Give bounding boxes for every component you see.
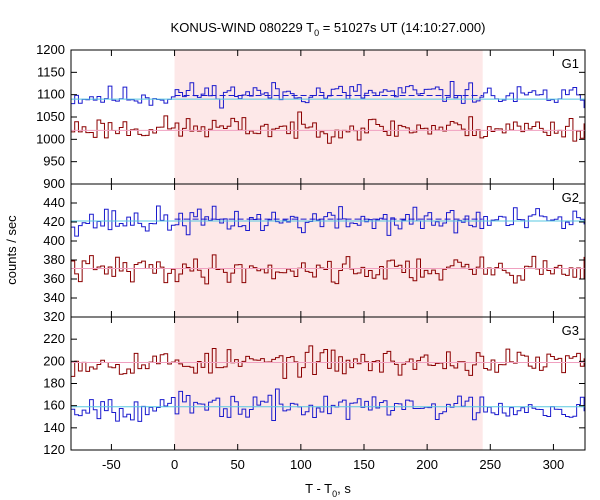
- shaded-interval: [174, 317, 483, 450]
- y-tick-label: 900: [43, 176, 65, 191]
- x-tick-label: 150: [353, 457, 375, 472]
- x-tick-label: 250: [479, 457, 501, 472]
- y-tick-label: 140: [43, 420, 65, 435]
- y-tick-label: 1150: [37, 64, 65, 79]
- x-tick-label: 0: [171, 457, 178, 472]
- y-axis-label: counts / sec: [4, 215, 19, 285]
- series-step-g1-1: [71, 111, 585, 144]
- series-step-g2-1: [71, 254, 585, 285]
- y-tick-label: 340: [43, 290, 65, 305]
- y-tick-label: 440: [43, 195, 65, 210]
- shaded-interval: [174, 184, 483, 317]
- y-tick-label: 360: [43, 271, 65, 286]
- y-tick-label: 1050: [36, 109, 65, 124]
- y-tick-label: 950: [43, 154, 65, 169]
- x-tick-label: -50: [102, 457, 121, 472]
- panel-label: G3: [562, 323, 579, 338]
- y-tick-label: 1100: [37, 87, 65, 102]
- shaded-interval: [174, 50, 483, 184]
- series-step-g3-1: [71, 388, 585, 422]
- panels: 90095010001050110011501200G1320340360380…: [36, 42, 586, 472]
- y-tick-label: 120: [43, 442, 65, 457]
- panel-label: G2: [562, 190, 579, 205]
- x-tick-label: 200: [416, 457, 438, 472]
- panel-g3: 120 140 160 180 200 220 G3: [43, 316, 586, 457]
- y-tick-label: 420: [43, 214, 65, 229]
- series-step-g3-0: [71, 345, 585, 379]
- y-tick-label: 320: [43, 309, 65, 324]
- y-tick-label: 160: [43, 398, 65, 413]
- y-tick-label: 400: [43, 233, 65, 248]
- y-tick-label: 200: [43, 353, 65, 368]
- panel-label: G1: [562, 56, 579, 71]
- x-axis-label: T - T0, s: [305, 481, 351, 499]
- x-tick-label: 50: [230, 457, 244, 472]
- y-tick-label: 380: [43, 252, 65, 267]
- panel-g2: 320 340 360 380 400 420 440 G2: [43, 183, 586, 324]
- y-tick-label: 1200: [36, 42, 65, 57]
- y-tick-label: 1000: [36, 131, 65, 146]
- series-step-g2-0: [71, 205, 585, 237]
- x-tick-label: 300: [543, 457, 565, 472]
- panel-g1: 900 950 1000 1050 1100 1150 1200 G1: [36, 42, 586, 191]
- y-tick-label: 220: [43, 331, 65, 346]
- x-tick-label: 100: [290, 457, 312, 472]
- chart-title: KONUS-WIND 080229 T0 = 51027s UT (14:10:…: [171, 20, 486, 38]
- y-tick-label: 180: [43, 376, 65, 391]
